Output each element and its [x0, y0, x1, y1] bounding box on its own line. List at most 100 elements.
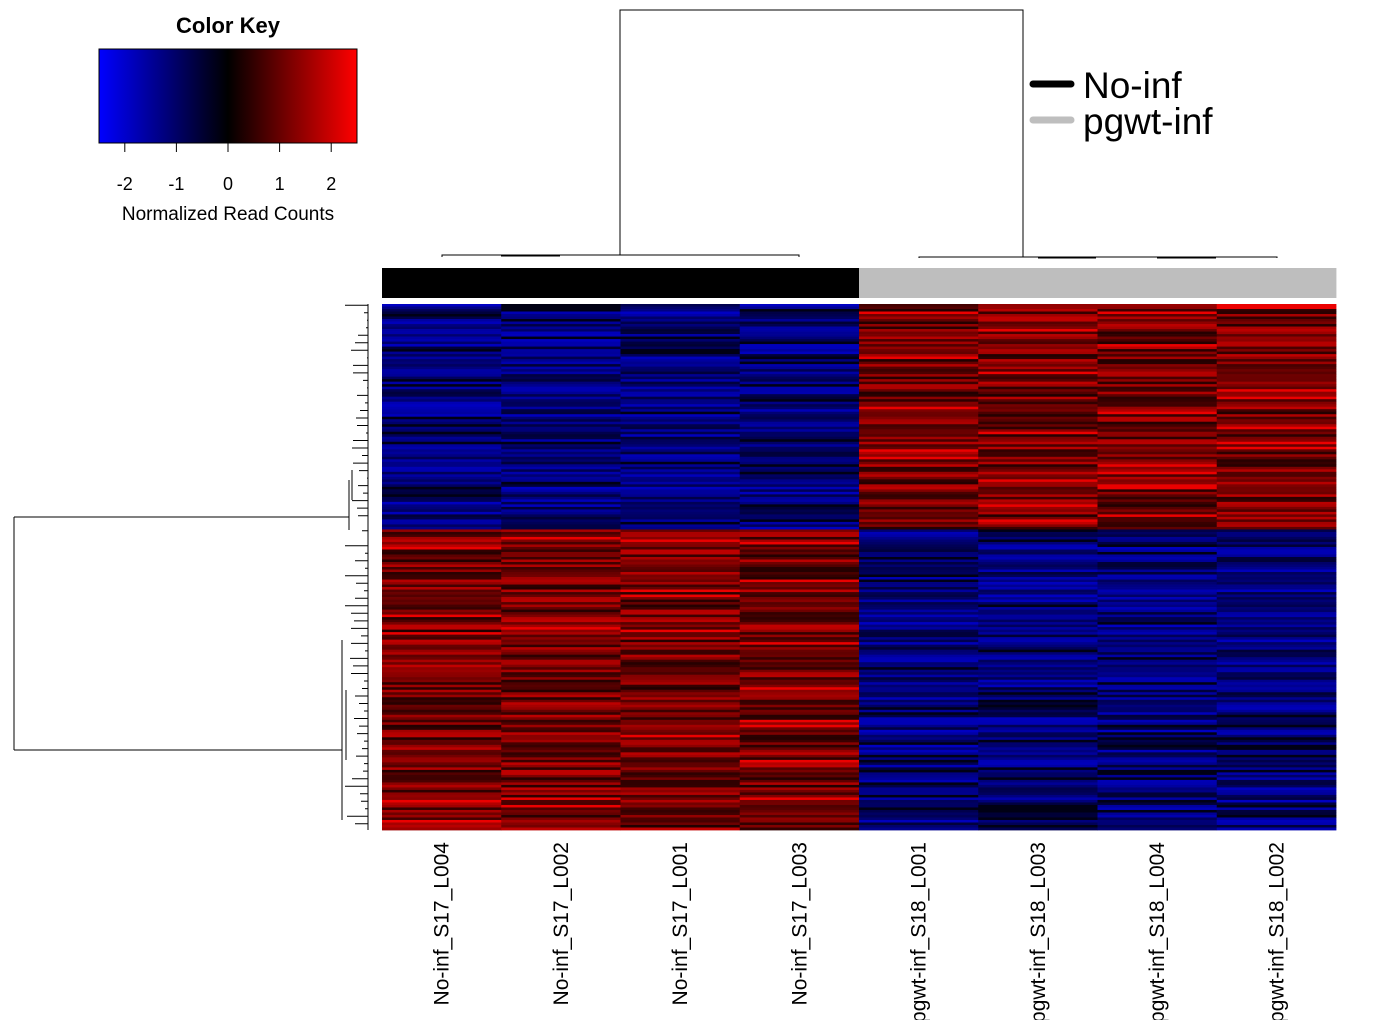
heatmap-cell	[1216, 754, 1337, 758]
heatmap-cell	[382, 561, 502, 565]
heatmap-cell	[620, 629, 741, 633]
heatmap-cell	[1097, 366, 1218, 370]
heatmap-cell	[1097, 707, 1218, 711]
heatmap-cell	[620, 516, 741, 520]
heatmap-cell	[382, 351, 502, 355]
heatmap-cell	[1097, 747, 1218, 751]
heatmap-cell	[859, 349, 979, 352]
heatmap-cell	[1216, 354, 1337, 357]
heatmap-cell	[739, 449, 860, 453]
heatmap-cell	[859, 724, 979, 728]
heatmap-cell	[978, 809, 1098, 813]
heatmap-cell	[620, 639, 741, 643]
heatmap-cell	[501, 326, 621, 330]
heatmap-cell	[978, 779, 1098, 783]
heatmap-cell	[1216, 782, 1337, 786]
heatmap-cell	[978, 677, 1098, 681]
heatmap-cell	[620, 594, 741, 598]
heatmap-cell	[859, 386, 979, 390]
heatmap-cell	[1097, 617, 1218, 620]
heatmap-cell	[1097, 356, 1218, 360]
heatmap-cell	[859, 559, 979, 563]
heatmap-cell	[859, 554, 979, 558]
heatmap-cell	[978, 789, 1098, 793]
heatmap-cell	[382, 461, 502, 465]
heatmap-cell	[978, 396, 1098, 400]
heatmap-cell	[739, 419, 860, 423]
heatmap-cell	[978, 819, 1098, 823]
heatmap-cell	[501, 519, 621, 523]
heatmap-cell	[1216, 466, 1337, 470]
heatmap-cell	[859, 717, 979, 721]
heatmap-cell	[501, 824, 621, 828]
heatmap-cell	[859, 399, 979, 403]
heatmap-cell	[978, 484, 1098, 488]
heatmap-cell	[859, 544, 979, 548]
heatmap-cell	[382, 584, 502, 588]
heatmap-cell	[1097, 629, 1218, 633]
heatmap-cell	[620, 712, 741, 716]
heatmap-cell	[1216, 319, 1337, 322]
heatmap-cell	[859, 341, 979, 345]
heatmap-cell	[501, 384, 621, 388]
heatmap-cell	[382, 692, 502, 696]
heatmap-cell	[859, 607, 979, 610]
heatmap-cell	[1097, 784, 1218, 788]
heatmap-cell	[739, 469, 860, 473]
heatmap-cell	[1097, 734, 1218, 738]
heatmap-cell	[1216, 374, 1337, 378]
heatmap-cell	[382, 569, 502, 573]
heatmap-cell	[739, 724, 860, 728]
heatmap-cell	[620, 814, 741, 818]
heatmap-cell	[382, 519, 502, 523]
heatmap-cell	[859, 306, 979, 310]
heatmap-cell	[739, 594, 860, 598]
heatmap-cell	[859, 479, 979, 483]
heatmap-cell	[382, 534, 502, 538]
heatmap-cell	[382, 366, 502, 370]
heatmap-cell	[620, 489, 741, 493]
heatmap-cell	[501, 436, 621, 440]
heatmap-cell	[739, 436, 860, 440]
heatmap-cell	[1097, 431, 1218, 435]
heatmap-cell	[859, 784, 979, 788]
heatmap-cell	[382, 429, 502, 433]
color-key-gradient	[98, 48, 358, 144]
heatmap-cell	[501, 411, 621, 415]
heatmap-cell	[501, 456, 621, 460]
heatmap-cell	[501, 321, 621, 325]
heatmap-cell	[859, 707, 979, 711]
heatmap-cell	[1097, 521, 1218, 525]
heatmap-cell	[978, 644, 1098, 648]
heatmap-cell	[1216, 561, 1337, 565]
heatmap-cell	[620, 416, 741, 420]
heatmap-cell	[1216, 511, 1337, 515]
heatmap-cell	[501, 789, 621, 793]
heatmap-cell	[859, 421, 979, 425]
heatmap-cell	[382, 376, 502, 380]
heatmap-cell	[739, 369, 860, 373]
heatmap-cell	[739, 644, 860, 648]
heatmap-cell	[739, 664, 860, 668]
heatmap-cell	[620, 479, 741, 483]
heatmap-cell	[859, 429, 979, 433]
heatmap-cell	[1216, 514, 1337, 518]
heatmap-cell	[620, 494, 741, 498]
heatmap-cell	[1216, 551, 1337, 555]
heatmap-cell	[501, 647, 621, 651]
heatmap-cell	[1216, 647, 1337, 651]
heatmap-cell	[978, 486, 1098, 490]
heatmap-cell	[501, 762, 621, 766]
heatmap-cell	[620, 724, 741, 728]
heatmap-cell	[1097, 679, 1218, 683]
heatmap-cell	[1216, 476, 1337, 480]
heatmap-cell	[1097, 421, 1218, 425]
heatmap-cell	[739, 321, 860, 325]
heatmap-cell	[739, 697, 860, 701]
heatmap-cell	[501, 689, 621, 693]
heatmap-cell	[382, 729, 502, 733]
heatmap-cell	[978, 719, 1098, 723]
heatmap-cell	[978, 311, 1098, 315]
heatmap-cell	[859, 662, 979, 666]
